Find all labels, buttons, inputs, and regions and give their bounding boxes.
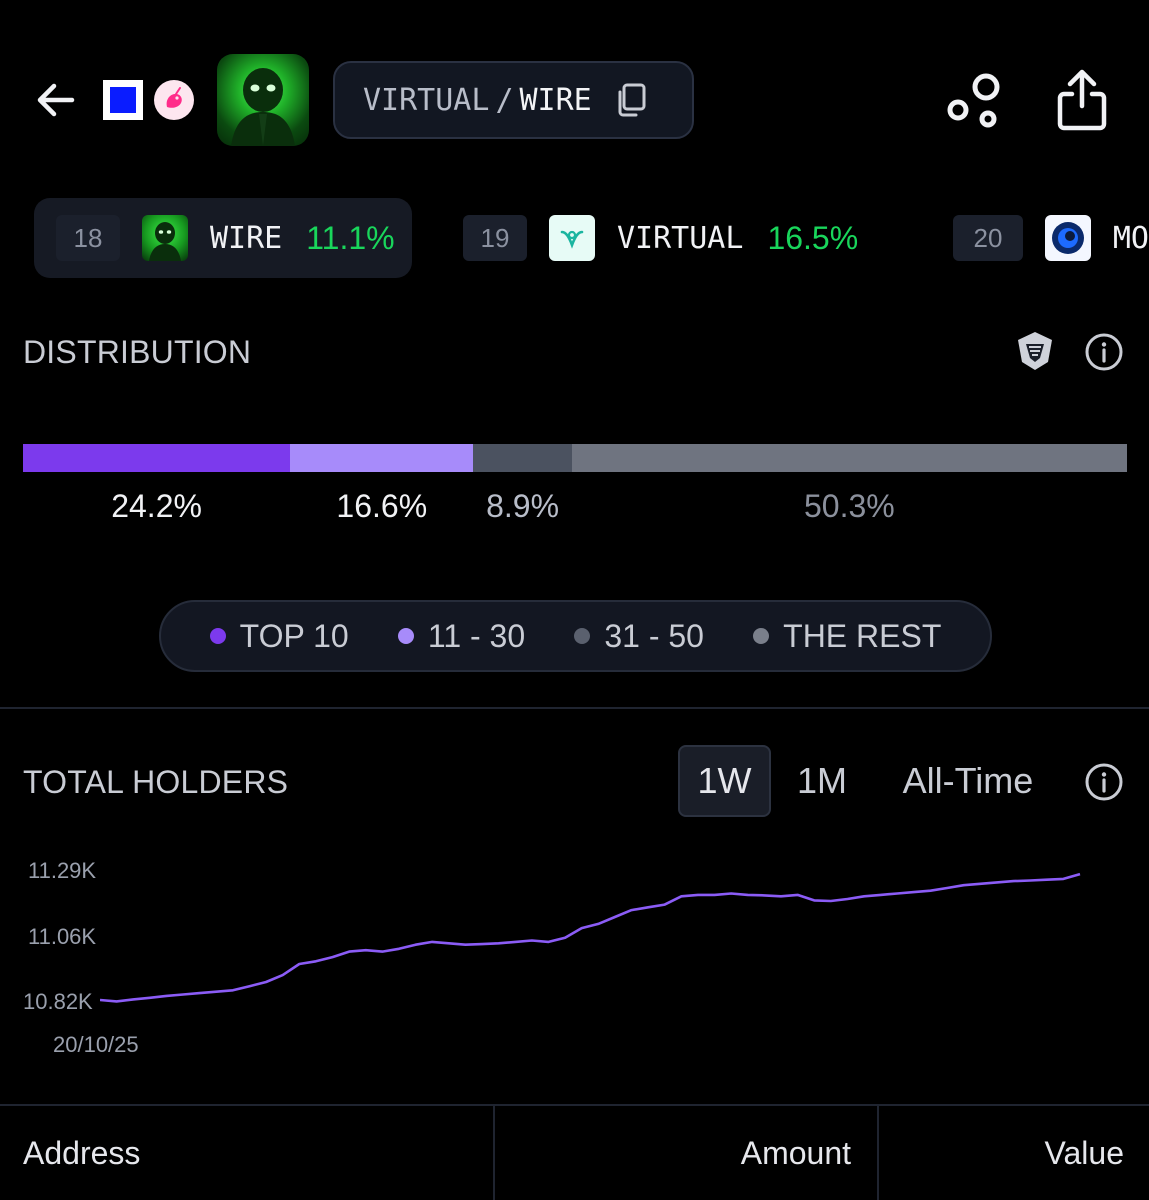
column-separator: [493, 1106, 495, 1200]
mo-token-icon: [1045, 215, 1091, 261]
shield-badge-icon[interactable]: [1012, 328, 1058, 374]
trending-item-virtual[interactable]: 19 VIRTUAL 16.5%: [463, 198, 903, 278]
y-tick-label: 11.06K: [28, 924, 97, 949]
holders-title: TOTAL HOLDERS: [23, 764, 289, 800]
trending-symbol: WIRE: [210, 220, 283, 256]
tab-1w[interactable]: 1W: [678, 745, 771, 817]
legend-label: 11 - 30: [427, 617, 526, 654]
pair-separator: /: [495, 82, 514, 118]
legend-11-30[interactable]: 11 - 30: [397, 617, 526, 655]
bubblemap-button[interactable]: [944, 70, 1006, 132]
copy-icon[interactable]: [614, 82, 648, 118]
distribution-title: DISTRIBUTION: [23, 334, 252, 370]
column-header-address[interactable]: Address: [23, 1134, 141, 1171]
column-separator: [877, 1106, 879, 1200]
trending-rank: 19: [463, 215, 527, 261]
legend-dot: [753, 628, 770, 644]
legend-dot: [574, 628, 591, 644]
distribution-segment: [571, 444, 1127, 472]
distribution-segment: [23, 444, 291, 472]
legend-label: 31 - 50: [604, 617, 704, 654]
holders-info-icon[interactable]: [1084, 762, 1124, 802]
holders-series-line: [100, 872, 1081, 1003]
legend-31-50[interactable]: 31 - 50: [574, 618, 704, 655]
distribution-percent: 50.3%: [803, 488, 895, 524]
legend-top-10[interactable]: TOP 10: [209, 617, 349, 655]
distribution-info-icon[interactable]: [1084, 332, 1124, 372]
y-tick-label: 11.29K: [28, 858, 97, 883]
pair-base: VIRTUAL: [363, 82, 490, 118]
pair-quote: WIRE: [519, 82, 592, 118]
distribution-segment: [290, 444, 474, 472]
share-icon: [1057, 69, 1107, 131]
holders-line-chart[interactable]: [100, 860, 1090, 1010]
trending-item-wire[interactable]: 18 WIRE 11.1%: [34, 198, 412, 278]
chain-square-icon: [103, 80, 143, 120]
tab-all-time[interactable]: All-Time: [902, 760, 1034, 801]
distribution-segment: [473, 444, 572, 472]
uniswap-unicorn-icon: [154, 80, 194, 120]
section-divider: [0, 707, 1149, 709]
wire-token-icon: [142, 215, 188, 261]
distribution-legend: TOP 10 11 - 30 31 - 50 THE REST: [159, 600, 992, 672]
trending-change: 11.1%: [306, 219, 395, 256]
column-header-value[interactable]: Value: [1044, 1134, 1124, 1171]
virtual-token-icon: [549, 215, 595, 261]
legend-dot: [397, 628, 414, 644]
trending-rank: 18: [56, 215, 120, 261]
trending-change: 16.5%: [767, 219, 859, 256]
share-button[interactable]: [1054, 66, 1110, 134]
distribution-percent: 16.6%: [336, 488, 428, 524]
table-top-border: [0, 1104, 1149, 1106]
x-tick-label: 20/10/25: [53, 1032, 139, 1057]
trending-symbol: MO: [1112, 220, 1149, 256]
column-header-amount[interactable]: Amount: [740, 1134, 851, 1171]
trending-symbol: VIRTUAL: [617, 220, 744, 256]
pair-pill[interactable]: VIRTUAL / WIRE: [333, 61, 694, 139]
tab-1m[interactable]: 1M: [796, 760, 847, 801]
bubble-nodes-icon: [947, 73, 1000, 128]
distribution-bar: [23, 444, 1127, 472]
legend-the-rest[interactable]: THE REST: [753, 618, 941, 655]
legend-label: TOP 10: [239, 617, 349, 654]
distribution-percent: 8.9%: [486, 488, 560, 524]
trending-item-mo[interactable]: 20 MO: [953, 198, 1149, 278]
distribution-percent: 24.2%: [111, 488, 202, 524]
back-button[interactable]: [30, 72, 86, 128]
arrow-left-icon: [37, 83, 75, 117]
wire-token-avatar: [217, 54, 309, 146]
legend-dot: [209, 628, 226, 644]
y-tick-label: 10.82K: [23, 989, 93, 1014]
trending-rank: 20: [953, 215, 1023, 261]
legend-label: THE REST: [783, 617, 942, 654]
